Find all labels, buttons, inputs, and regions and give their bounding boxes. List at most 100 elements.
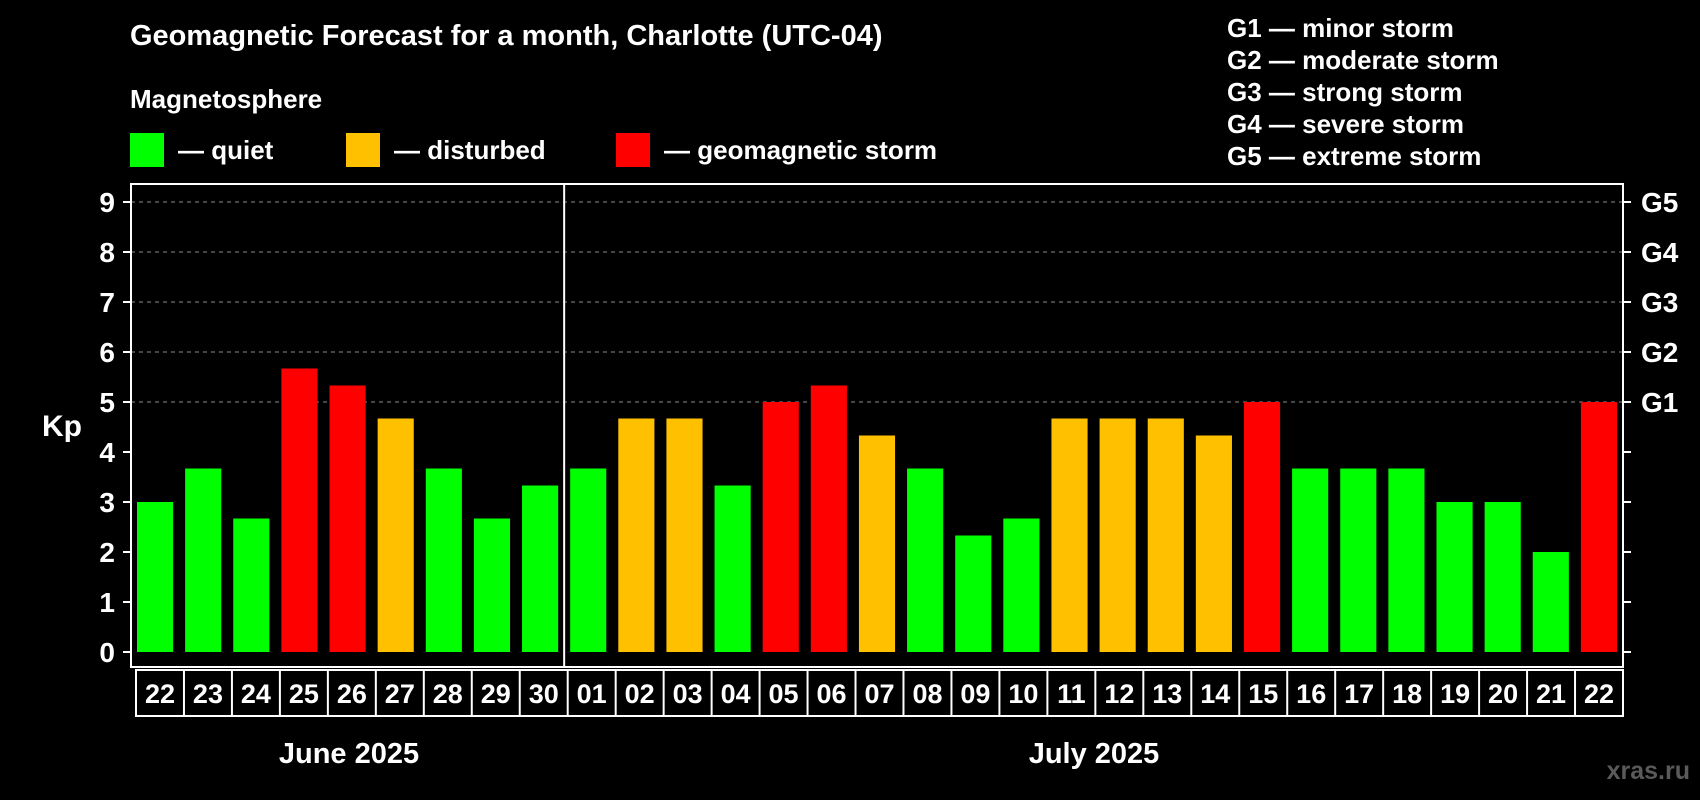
bar-24 <box>1292 468 1329 652</box>
bar-1 <box>185 468 222 652</box>
legend-swatch-quiet <box>130 133 164 167</box>
bar-7 <box>473 518 511 652</box>
bar-21 <box>1147 418 1184 652</box>
legend-item-quiet: — quiet <box>130 133 273 167</box>
x-tick-label: 22 <box>1584 679 1614 709</box>
storm-level-label: G3 <box>1641 287 1678 318</box>
bar-18 <box>1003 518 1040 652</box>
chart-title: Geomagnetic Forecast for a month, Charlo… <box>130 20 883 52</box>
legend-label-disturbed: — disturbed <box>394 134 546 165</box>
x-tick-label: 26 <box>337 679 367 709</box>
x-tick-label: 13 <box>1152 679 1182 709</box>
y-tick-label: 6 <box>99 337 115 368</box>
y-axis-label: Kp <box>42 410 82 443</box>
y-tick-label: 5 <box>99 387 115 418</box>
y-tick-label: 2 <box>99 537 115 568</box>
bar-6 <box>425 468 462 652</box>
bar-20 <box>1099 418 1136 652</box>
storm-level-label: G4 <box>1641 237 1679 268</box>
legend-label-storm: — geomagnetic storm <box>664 134 938 165</box>
y-tick-label: 1 <box>99 587 115 618</box>
bar-25 <box>1340 468 1377 652</box>
bar-26 <box>1388 468 1425 652</box>
bar-11 <box>666 418 703 652</box>
storm-level-label: G2 <box>1641 337 1678 368</box>
x-tick-label: 07 <box>864 679 894 709</box>
bar-3 <box>281 368 318 652</box>
legend-swatch-storm <box>616 133 650 167</box>
x-tick-label: 09 <box>960 679 990 709</box>
x-tick-label: 28 <box>433 679 463 709</box>
x-tick-label: 03 <box>673 679 703 709</box>
date-row-frame <box>135 669 1624 717</box>
bar-30 <box>1580 402 1617 652</box>
y-tick-label: 9 <box>99 187 115 218</box>
x-tick-label: 27 <box>385 679 415 709</box>
bar-29 <box>1532 552 1569 652</box>
bar-9 <box>570 468 607 652</box>
storm-scale-g2: G2 — moderate storm <box>1227 45 1499 75</box>
x-tick-label: 20 <box>1488 679 1518 709</box>
y-tick-label: 3 <box>99 487 115 518</box>
bar-5 <box>377 418 414 652</box>
x-tick-label: 24 <box>241 679 271 709</box>
bar-8 <box>522 485 559 652</box>
y-tick-label: 4 <box>99 437 115 468</box>
x-tick-label: 10 <box>1008 679 1038 709</box>
x-tick-label: 22 <box>145 679 175 709</box>
x-tick-label: 11 <box>1057 679 1086 709</box>
x-tick-label: 12 <box>1104 679 1134 709</box>
watermark: xras.ru <box>1606 757 1690 785</box>
bar-19 <box>1051 418 1088 652</box>
plot-frame <box>130 183 1624 668</box>
x-tick-label: 19 <box>1440 679 1470 709</box>
bar-16 <box>907 468 944 652</box>
month-label-july: July 2025 <box>1028 738 1160 770</box>
y-tick-label: 0 <box>99 637 115 668</box>
x-tick-label: 21 <box>1536 679 1566 709</box>
bar-13 <box>762 402 799 652</box>
bar-22 <box>1195 435 1232 652</box>
legend-swatch-disturbed <box>346 133 380 167</box>
x-tick-label: 30 <box>529 679 559 709</box>
bar-12 <box>714 485 751 652</box>
x-tick-label: 18 <box>1392 679 1422 709</box>
storm-scale-g5: G5 — extreme storm <box>1227 141 1482 171</box>
legend-label-quiet: — quiet <box>178 134 274 165</box>
x-tick-label: 23 <box>193 679 223 709</box>
bar-28 <box>1484 502 1521 652</box>
bar-27 <box>1436 502 1473 652</box>
y-tick-label: 8 <box>99 237 115 268</box>
x-tick-label: 14 <box>1200 679 1230 709</box>
bar-0 <box>137 502 174 652</box>
bar-14 <box>810 385 847 652</box>
bar-23 <box>1243 402 1281 652</box>
bar-15 <box>858 435 896 652</box>
y-tick-label: 7 <box>99 287 115 318</box>
legend-item-storm: — geomagnetic storm <box>616 133 937 167</box>
x-tick-label: 01 <box>577 679 607 709</box>
legend-subtitle: Magnetosphere <box>130 84 323 114</box>
x-tick-label: 25 <box>289 679 319 709</box>
bar-2 <box>233 518 270 652</box>
x-tick-label: 08 <box>912 679 942 709</box>
x-tick-label: 29 <box>481 679 511 709</box>
storm-scale-g3: G3 — strong storm <box>1227 77 1463 107</box>
legend-item-disturbed: — disturbed <box>346 133 546 167</box>
bar-17 <box>955 535 992 652</box>
x-tick-label: 02 <box>625 679 655 709</box>
x-tick-label: 05 <box>769 679 799 709</box>
storm-level-label: G1 <box>1641 387 1678 418</box>
bar-10 <box>618 418 655 652</box>
bar-4 <box>329 385 366 652</box>
storm-level-label: G5 <box>1641 187 1678 218</box>
x-tick-label: 06 <box>817 679 847 709</box>
x-tick-label: 16 <box>1296 679 1326 709</box>
storm-scale-legend: G1 — minor storm G2 — moderate storm G3 … <box>1227 12 1499 172</box>
month-label-june: June 2025 <box>278 738 420 770</box>
storm-scale-g1: G1 — minor storm <box>1227 13 1454 43</box>
x-tick-label: 04 <box>721 679 751 709</box>
x-tick-label: 15 <box>1248 679 1278 709</box>
storm-scale-g4: G4 — severe storm <box>1227 109 1465 139</box>
